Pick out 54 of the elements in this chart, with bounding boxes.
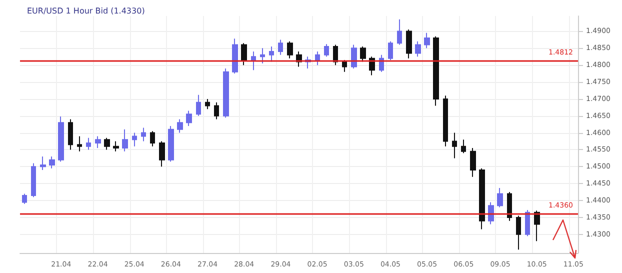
candlestick xyxy=(22,193,27,204)
candlestick xyxy=(86,137,91,150)
candlestick xyxy=(223,68,229,118)
candlestick xyxy=(443,95,448,147)
candlestick xyxy=(49,156,55,169)
candlestick xyxy=(525,210,530,237)
candlestick xyxy=(497,187,503,208)
candlestick xyxy=(415,40,421,58)
candlestick xyxy=(168,126,174,162)
candlestick xyxy=(397,18,402,46)
candlestick xyxy=(534,210,540,242)
candlestick xyxy=(324,44,329,58)
candlestick xyxy=(196,94,201,116)
candlestick xyxy=(406,29,412,59)
candlestick xyxy=(351,44,357,69)
candlestick xyxy=(186,110,192,127)
candlestick xyxy=(452,132,457,159)
candlestick xyxy=(424,32,430,49)
candlestick xyxy=(58,116,64,162)
candlestick xyxy=(122,128,128,152)
candlestick xyxy=(433,36,439,106)
candlestick xyxy=(141,127,146,142)
candlestick xyxy=(205,98,210,110)
chart-title: EUR/USD 1 Hour Bid (1.4330) xyxy=(27,6,145,16)
candlestick xyxy=(315,51,320,66)
candlestick xyxy=(388,40,393,61)
candlestick xyxy=(251,51,256,71)
candlestick xyxy=(360,46,366,62)
candlestick xyxy=(232,38,238,74)
candlestick xyxy=(104,137,110,150)
candlestick xyxy=(461,139,466,154)
candlestick xyxy=(159,140,165,168)
candlestick xyxy=(479,168,485,230)
candlestick xyxy=(488,202,494,225)
candlestick xyxy=(470,148,476,178)
candlestick xyxy=(68,118,73,150)
candlestick xyxy=(132,132,137,147)
candlestick xyxy=(507,192,512,222)
candlestick xyxy=(177,118,183,134)
candlestick xyxy=(113,140,119,152)
candlestick xyxy=(333,44,338,66)
candlestick xyxy=(278,39,283,56)
candlestick xyxy=(150,130,155,147)
candlestick xyxy=(95,136,101,149)
candlestick xyxy=(516,215,521,250)
candlestick xyxy=(260,48,265,64)
candlestick xyxy=(241,42,247,66)
candlestick xyxy=(287,40,293,59)
candlestick xyxy=(40,156,46,171)
candlestick xyxy=(31,162,36,198)
candlestick xyxy=(214,102,219,120)
candlestick xyxy=(269,46,274,62)
candlestick xyxy=(342,60,347,72)
candlestick xyxy=(77,136,82,152)
